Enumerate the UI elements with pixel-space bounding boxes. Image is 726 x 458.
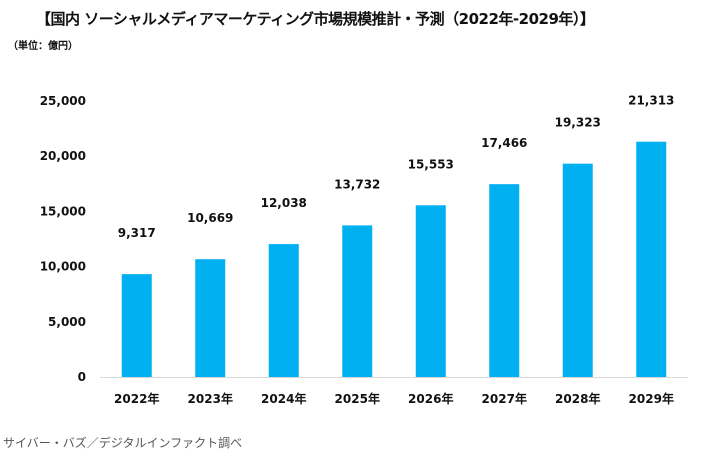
- source-note: サイバー・バズ／デジタルインファクト調べ: [3, 436, 243, 450]
- bar-2029: [636, 141, 667, 377]
- data-label: 17,466: [481, 136, 527, 150]
- x-tick-label: 2028年: [555, 391, 600, 406]
- y-tick-label: 15,000: [40, 204, 86, 218]
- data-label: 15,553: [408, 157, 454, 171]
- data-label: 21,313: [628, 94, 674, 108]
- bar-2022: [121, 274, 152, 377]
- chart-title: 【国内 ソーシャルメディアマーケティング市場規模推計・予測（2022年-2029…: [36, 10, 595, 28]
- bar-2023: [195, 259, 226, 377]
- x-tick-label: 2025年: [335, 391, 380, 406]
- x-tick-label: 2027年: [482, 391, 527, 406]
- x-tick-label: 2024年: [261, 391, 306, 406]
- y-tick-label: 5,000: [48, 315, 86, 329]
- data-label: 12,038: [261, 196, 307, 210]
- data-label: 10,669: [187, 211, 233, 225]
- bar-2024: [268, 244, 299, 377]
- y-tick-label: 20,000: [40, 149, 86, 163]
- x-tick-label: 2023年: [188, 391, 233, 406]
- data-label: 19,323: [555, 116, 601, 130]
- bar-2028: [562, 163, 593, 377]
- unit-label: （単位：億円）: [8, 41, 78, 52]
- data-label: 13,732: [334, 177, 380, 191]
- bar-2026: [415, 205, 446, 377]
- x-tick-label: 2029年: [629, 391, 674, 406]
- y-tick-label: 0: [78, 370, 86, 384]
- bar-2025: [342, 225, 373, 377]
- bar-2027: [489, 184, 520, 377]
- y-tick-label: 10,000: [40, 260, 86, 274]
- x-tick-label: 2026年: [408, 391, 453, 406]
- x-tick-label: 2022年: [114, 391, 159, 406]
- y-tick-label: 25,000: [40, 94, 86, 108]
- data-label: 9,317: [118, 226, 156, 240]
